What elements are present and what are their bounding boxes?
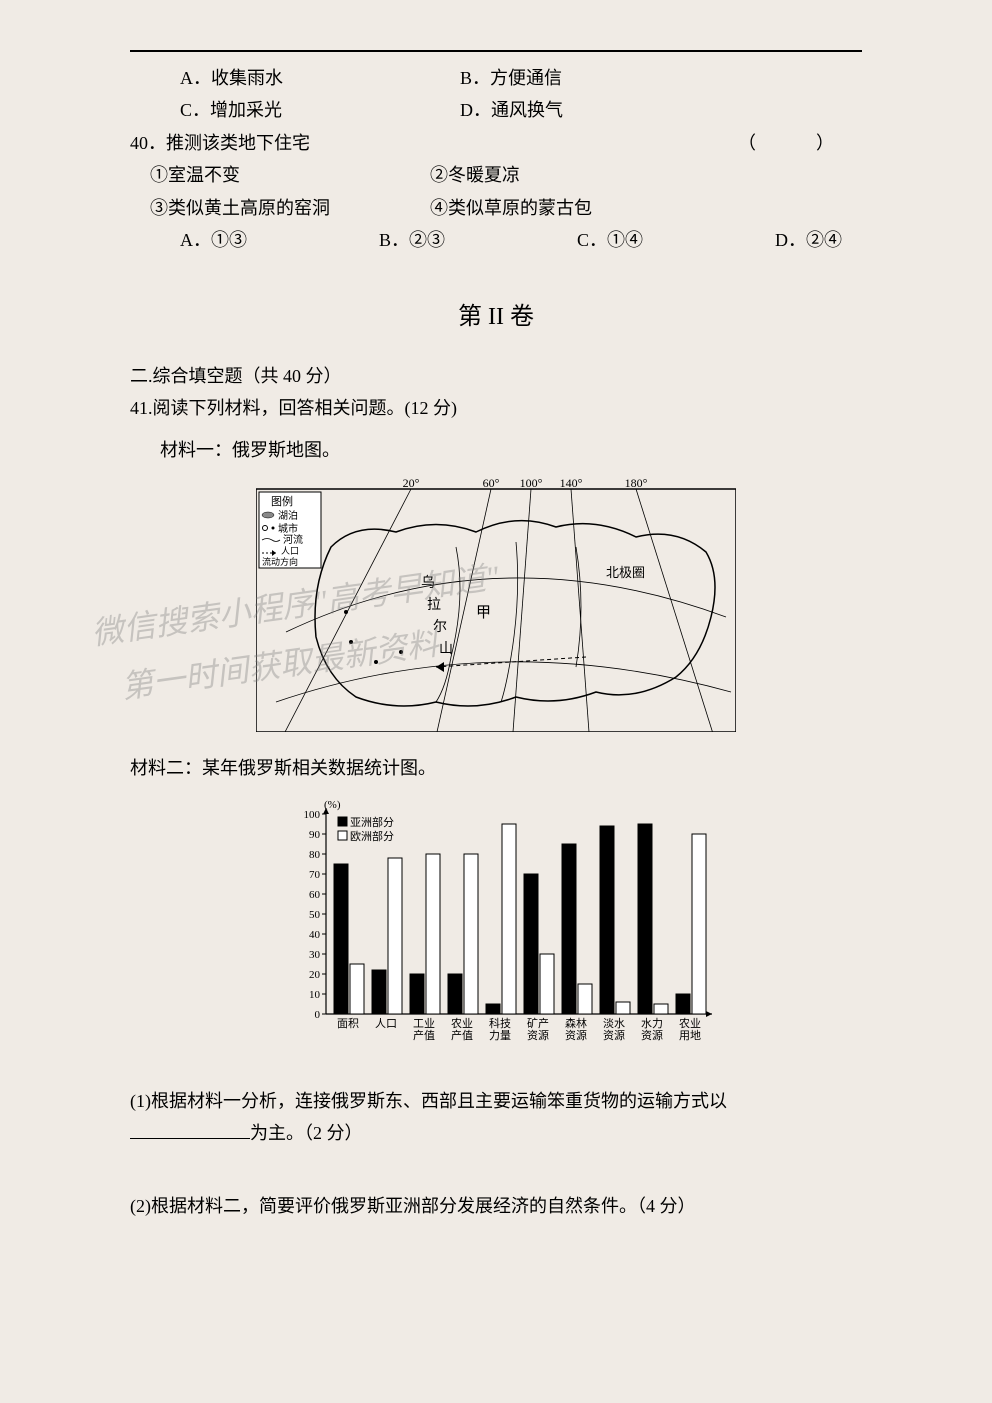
svg-text:甲: 甲 bbox=[476, 605, 491, 621]
q40-sub2: ②冬暖夏凉 bbox=[430, 159, 710, 191]
svg-text:资源: 资源 bbox=[641, 1028, 663, 1042]
q40-sub1: ①室温不变 bbox=[150, 159, 430, 191]
svg-text:用地: 用地 bbox=[679, 1029, 701, 1042]
q40-paren: （ ） bbox=[738, 127, 842, 159]
option-c: C．增加采光 bbox=[180, 94, 460, 126]
svg-text:河流: 河流 bbox=[283, 533, 303, 546]
svg-text:140°: 140° bbox=[560, 477, 583, 490]
option-b: B．方便通信 bbox=[460, 62, 740, 94]
q41-stem: 41.阅读下列材料，回答相关问题。(12 分) bbox=[130, 392, 862, 424]
page-content: A．收集雨水 B．方便通信 C．增加采光 D．通风换气 40．推测该类地下住宅 … bbox=[130, 50, 862, 1222]
svg-text:农业: 农业 bbox=[679, 1016, 701, 1030]
svg-text:水力: 水力 bbox=[641, 1017, 663, 1030]
svg-text:面积: 面积 bbox=[337, 1017, 359, 1030]
svg-text:60: 60 bbox=[309, 889, 321, 901]
russia-map: 20° 60° 100° 140° 180° 北极圈乌拉尔山 甲 图例湖泊城市河流人口流动方向 bbox=[256, 477, 736, 732]
svg-text:180°: 180° bbox=[625, 477, 648, 490]
q39-options-row2: C．增加采光 D．通风换气 bbox=[180, 94, 862, 126]
blank-field[interactable] bbox=[130, 1138, 250, 1139]
svg-text:产值: 产值 bbox=[413, 1028, 435, 1042]
section-heading: 二.综合填空题（共 40 分） bbox=[130, 360, 862, 392]
svg-text:人口: 人口 bbox=[375, 1017, 397, 1030]
svg-text:工业: 工业 bbox=[413, 1017, 435, 1030]
q41-part2: (2)根据材料二，简要评价俄罗斯亚洲部分发展经济的自然条件。（4 分） bbox=[130, 1190, 862, 1222]
svg-text:100: 100 bbox=[304, 809, 321, 821]
svg-text:30: 30 bbox=[309, 949, 321, 961]
svg-text:矿产: 矿产 bbox=[527, 1016, 549, 1030]
svg-text:产值: 产值 bbox=[451, 1028, 473, 1042]
svg-text:60°: 60° bbox=[483, 477, 500, 490]
q39-options-row1: A．收集雨水 B．方便通信 bbox=[180, 62, 862, 94]
svg-text:0: 0 bbox=[315, 1009, 321, 1021]
q40-subrow1: ①室温不变 ②冬暖夏凉 bbox=[150, 159, 862, 191]
chart-container: 0102030405060708090100(%)面积人口工业产值农业产值科技力… bbox=[130, 794, 862, 1064]
q41-part1: (1)根据材料一分析，连接俄罗斯东、西部且主要运输笨重货物的运输方式以 为主。（… bbox=[130, 1085, 862, 1150]
q41-part1-suffix: 为主。（2 分） bbox=[250, 1123, 363, 1143]
svg-text:资源: 资源 bbox=[527, 1028, 549, 1042]
svg-text:40: 40 bbox=[309, 929, 321, 941]
svg-text:拉: 拉 bbox=[427, 597, 441, 613]
q40-stem-line: 40．推测该类地下住宅 （ ） bbox=[130, 127, 862, 159]
material2-title: 材料二：某年俄罗斯相关数据统计图。 bbox=[130, 752, 862, 784]
svg-text:北极圈: 北极圈 bbox=[606, 565, 645, 580]
q40-subrow2: ③类似黄土高原的窑洞 ④类似草原的蒙古包 bbox=[150, 192, 862, 224]
svg-text:流动方向: 流动方向 bbox=[262, 556, 298, 567]
svg-text:山: 山 bbox=[439, 641, 453, 657]
svg-text:10: 10 bbox=[309, 989, 321, 1001]
q40-optB: B．②③ bbox=[379, 224, 445, 256]
q41-part1-prefix: (1)根据材料一分析，连接俄罗斯东、西部且主要运输笨重货物的运输方式以 bbox=[130, 1091, 727, 1111]
svg-text:100°: 100° bbox=[520, 477, 543, 490]
svg-text:力量: 力量 bbox=[489, 1029, 511, 1042]
svg-text:图例: 图例 bbox=[271, 494, 293, 508]
section-title: 第 II 卷 bbox=[130, 296, 862, 339]
svg-text:50: 50 bbox=[309, 909, 321, 921]
svg-text:欧洲部分: 欧洲部分 bbox=[350, 829, 394, 843]
svg-text:90: 90 bbox=[309, 829, 321, 841]
svg-text:科技: 科技 bbox=[489, 1016, 511, 1030]
option-a: A．收集雨水 bbox=[180, 62, 460, 94]
svg-text:人口: 人口 bbox=[281, 546, 299, 556]
svg-text:20: 20 bbox=[309, 969, 321, 981]
svg-text:森林: 森林 bbox=[565, 1016, 587, 1030]
q40-optA: A．①③ bbox=[180, 224, 247, 256]
svg-text:70: 70 bbox=[309, 869, 321, 881]
material1-title: 材料一：俄罗斯地图。 bbox=[160, 434, 862, 466]
q40-sub3: ③类似黄土高原的窑洞 bbox=[150, 192, 430, 224]
svg-text:资源: 资源 bbox=[603, 1028, 625, 1042]
svg-text:尔: 尔 bbox=[433, 619, 447, 635]
svg-text:资源: 资源 bbox=[565, 1028, 587, 1042]
svg-text:农业: 农业 bbox=[451, 1016, 473, 1030]
svg-text:淡水: 淡水 bbox=[603, 1017, 625, 1030]
svg-text:20°: 20° bbox=[403, 477, 420, 490]
q40-optC: C．①④ bbox=[577, 224, 643, 256]
q40-options: A．①③ B．②③ C．①④ D．②④ bbox=[180, 224, 862, 256]
q40-stem: 40．推测该类地下住宅 bbox=[130, 127, 310, 159]
q40-optD: D．②④ bbox=[775, 224, 842, 256]
russia-bar-chart: 0102030405060708090100(%)面积人口工业产值农业产值科技力… bbox=[276, 794, 716, 1054]
svg-text:湖泊: 湖泊 bbox=[278, 510, 298, 522]
svg-text:80: 80 bbox=[309, 849, 321, 861]
svg-text:城市: 城市 bbox=[278, 522, 298, 535]
q40-sub4: ④类似草原的蒙古包 bbox=[430, 192, 710, 224]
option-d: D．通风换气 bbox=[460, 94, 740, 126]
svg-text:亚洲部分: 亚洲部分 bbox=[350, 815, 394, 829]
svg-text:乌: 乌 bbox=[421, 575, 435, 591]
map-container: 20° 60° 100° 140° 180° 北极圈乌拉尔山 甲 图例湖泊城市河流人口流动方向… bbox=[130, 477, 862, 742]
